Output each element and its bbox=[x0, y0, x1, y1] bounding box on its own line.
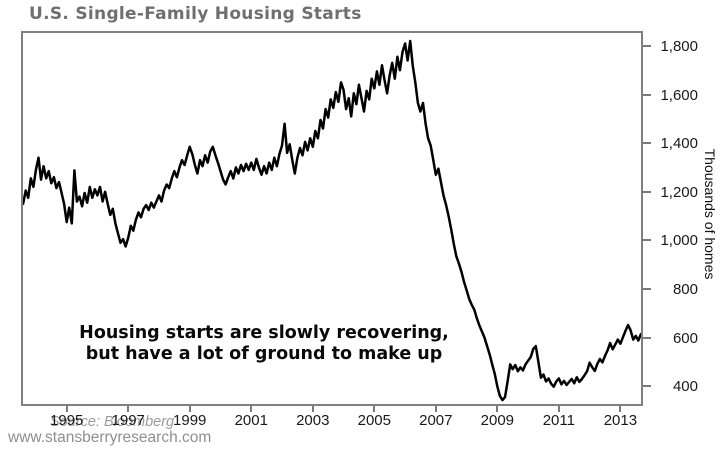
x-axis-tick-label: 1995 bbox=[49, 412, 84, 429]
website-url: www.stansberryresearch.com bbox=[8, 429, 212, 446]
y-axis-tick bbox=[643, 336, 651, 339]
x-axis-tick bbox=[557, 406, 560, 412]
y-axis-tick bbox=[643, 239, 651, 242]
x-axis-tick bbox=[250, 406, 253, 412]
x-axis-tick bbox=[127, 406, 130, 412]
y-axis-tick-label: 1,400 bbox=[660, 135, 698, 153]
y-axis-tick bbox=[643, 44, 651, 47]
x-axis-tick-label: 2005 bbox=[357, 412, 391, 429]
y-axis-tick-label: 400 bbox=[672, 378, 698, 396]
y-axis-tick bbox=[643, 142, 651, 145]
y-axis-title: Thousands of homes bbox=[702, 148, 718, 280]
y-axis-tick bbox=[643, 385, 651, 388]
x-axis-tick bbox=[65, 406, 68, 412]
x-axis-tick-label: 2007 bbox=[419, 412, 453, 429]
annotation-line-1: Housing starts are slowly recovering, bbox=[79, 323, 449, 343]
y-axis-tick-label: 600 bbox=[672, 329, 698, 347]
y-axis-tick-label: 1,000 bbox=[660, 232, 698, 250]
y-axis-tick-label: 1,200 bbox=[660, 183, 698, 201]
x-axis-tick bbox=[188, 406, 191, 412]
x-axis-tick bbox=[373, 406, 376, 412]
x-axis-tick bbox=[311, 406, 314, 412]
y-axis-tick-label: 1,600 bbox=[660, 86, 698, 104]
y-axis-tick-label: 1,800 bbox=[660, 37, 698, 55]
annotation-line-2: but have a lot of ground to make up bbox=[85, 344, 443, 364]
x-axis-tick bbox=[434, 406, 437, 412]
x-axis-tick-label: 1999 bbox=[173, 412, 207, 429]
x-axis-tick-label: 2009 bbox=[480, 412, 515, 429]
housing-starts-line bbox=[23, 39, 641, 402]
x-axis-tick-label: 2013 bbox=[603, 412, 638, 429]
x-axis-tick-label: 2011 bbox=[542, 412, 575, 429]
annotation-text: Housing starts are slowly recovering, bu… bbox=[53, 323, 475, 365]
x-axis-tick-label: 1997 bbox=[111, 412, 145, 429]
y-axis-tick-label: 800 bbox=[672, 281, 698, 298]
chart-plot-area: Housing starts are slowly recovering, bu… bbox=[21, 31, 643, 430]
page-title: U.S. Single-Family Housing Starts bbox=[29, 4, 362, 24]
y-axis-tick bbox=[643, 190, 651, 193]
x-axis-tick-label: 2001 bbox=[234, 412, 268, 429]
x-axis-tick-label: 2003 bbox=[296, 412, 330, 429]
x-axis-tick bbox=[619, 406, 622, 412]
y-axis-tick bbox=[643, 288, 651, 290]
y-axis-tick bbox=[643, 93, 651, 96]
x-axis-tick bbox=[496, 406, 499, 412]
source-label: Source: Bloomberg bbox=[50, 414, 175, 430]
housing-starts-line-chart bbox=[23, 39, 641, 402]
